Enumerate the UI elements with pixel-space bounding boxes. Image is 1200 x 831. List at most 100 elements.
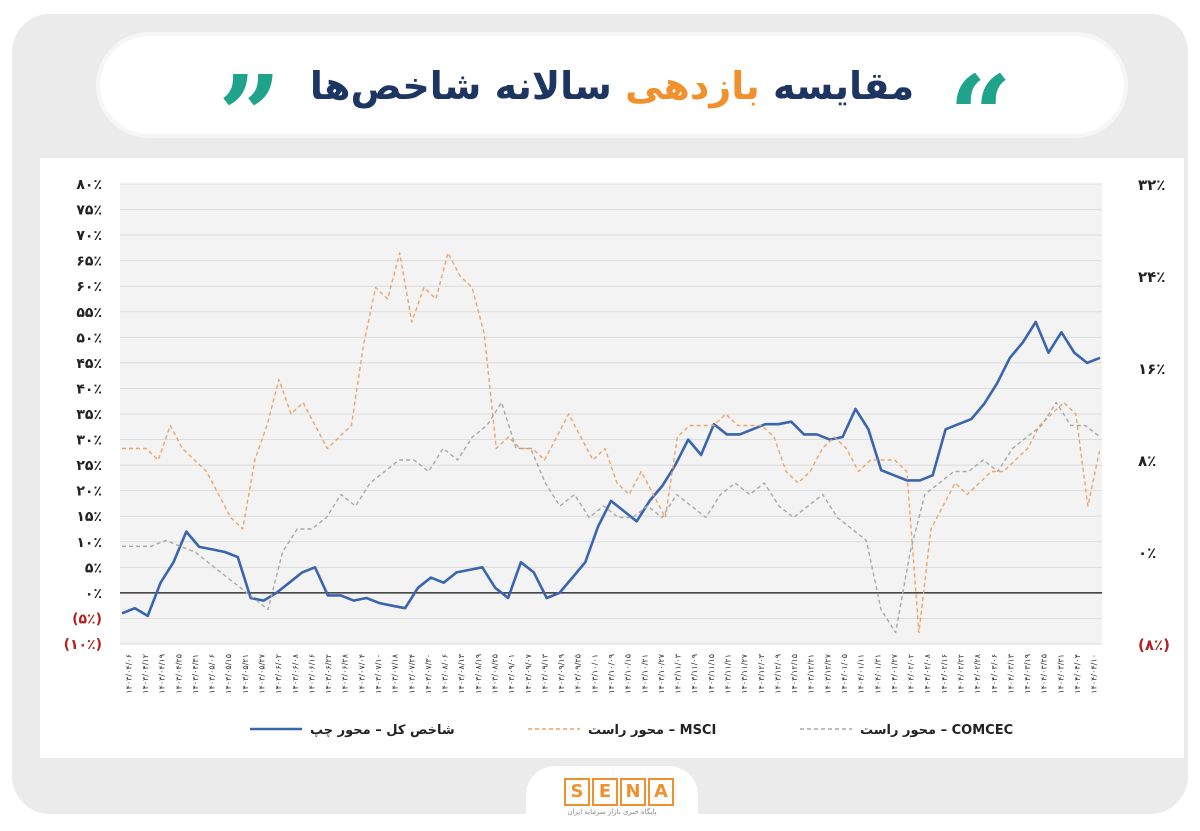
x-tick-label: ۱۴۰۳/۰۴/۳۱ — [191, 654, 200, 694]
x-tick-label: ۱۴۰۴/۰۱/۱۱ — [857, 654, 866, 694]
x-tick-label: ۱۴۰۳/۰۹/۰۱ — [507, 654, 516, 694]
x-tick-label: ۱۴۰۳/۰۵/۲۷ — [257, 653, 266, 693]
logo-subtitle: پایگاه خبری بازار سرمایه ایران — [567, 808, 657, 816]
x-tick-label: ۱۴۰۴/۰۲/۲۲ — [957, 654, 966, 694]
left-tick-label: ۲۰٪ — [76, 484, 102, 500]
left-tick-label: (۵٪) — [72, 611, 102, 627]
left-tick-label: ۳۵٪ — [76, 407, 102, 423]
logo-letter-a: A — [648, 778, 674, 806]
legend-label-1: محور راست – MSCI — [588, 723, 716, 738]
x-tick-label: ۱۴۰۳/۰۸/۱۳ — [457, 653, 466, 693]
x-tick-label: ۱۴۰۳/۰۶/۰۸ — [291, 653, 300, 693]
chart-panel: (۱۰٪) (۵٪) ۰٪ ۵٪ ۱۰٪ ۱۵٪ ۲۰٪ ۲۵٪ ۳۰٪ ۳۵٪ ۴۰٪ ۴۵٪ ۵۰٪… — [40, 158, 1184, 758]
x-tick-label: ۱۴۰۴/۰۴/۱۰ — [1090, 654, 1099, 694]
right-tick-label: ۰٪ — [1138, 544, 1156, 562]
right-tick-label: ۲۴٪ — [1138, 268, 1165, 286]
x-tick-label: ۱۴۰۳/۰۹/۱۹ — [557, 654, 566, 694]
x-tick-label: ۱۴۰۳/۰۵/۲۱ — [241, 654, 250, 694]
x-tick-label: ۱۴۰۳/۱۰/۲۷ — [657, 653, 666, 693]
left-tick-label: ۱۵٪ — [76, 509, 102, 525]
x-tick-label: ۱۴۰۳/۰۸/۰۶ — [441, 654, 450, 694]
title-part2: سالانه شاخص‌ها — [309, 64, 626, 108]
left-tick-label: ۵۰٪ — [76, 330, 102, 346]
x-tick-label: ۱۴۰۴/۰۳/۰۶ — [990, 654, 999, 694]
series-line-0 — [121, 320, 1101, 618]
x-tick-label: ۱۴۰۳/۱۰/۲۱ — [640, 654, 649, 694]
x-tick-label: ۱۴۰۳/۱۰/۱۵ — [624, 654, 633, 694]
x-tick-label: ۱۴۰۳/۰۶/۲۲ — [324, 654, 333, 694]
left-tick-label: ۴۵٪ — [76, 356, 102, 372]
left-tick-label: ۲۵٪ — [76, 458, 102, 474]
x-tick-label: ۱۴۰۴/۰۳/۱۳ — [1006, 653, 1015, 693]
logo-letter-e: E — [592, 778, 618, 806]
right-tick-label: ۱۶٪ — [1138, 360, 1165, 378]
x-tick-label: ۱۴۰۳/۰۷/۳۰ — [424, 654, 433, 694]
x-tick-label: ۱۴۰۳/۱۱/۲۷ — [740, 653, 749, 693]
x-tick-label: ۱۴۰۴/۰۳/۱۹ — [1023, 654, 1032, 694]
title-banner: “ مقایسه بازدهی سالانه شاخص‌ها ” — [100, 36, 1124, 171]
x-tick-label: ۱۴۰۳/۱۱/۲۱ — [724, 654, 733, 694]
left-tick-label: ۶۰٪ — [76, 279, 102, 295]
x-tick-label: ۱۴۰۳/۱۰/۰۱ — [590, 654, 599, 694]
x-tick-label: ۱۴۰۴/۰۱/۲۱ — [873, 654, 882, 694]
x-tick-label: ۱۴۰۴/۰۲/۰۸ — [923, 653, 932, 693]
chart-title: مقایسه بازدهی سالانه شاخص‌ها — [100, 64, 1124, 108]
x-tick-label: ۱۴۰۴/۰۲/۲۸ — [973, 653, 982, 693]
x-tick-label: ۱۴۰۳/۰۷/۰۴ — [357, 654, 366, 694]
line-chart: (۱۰٪) (۵٪) ۰٪ ۵٪ ۱۰٪ ۱۵٪ ۲۰٪ ۲۵٪ ۳۰٪ ۳۵٪ ۴۰٪ ۴۵٪ ۵۰٪… — [64, 176, 1170, 738]
x-tick-label: ۱۴۰۳/۰۴/۰۶ — [124, 654, 133, 694]
left-tick-label: ۱۰٪ — [76, 535, 102, 551]
x-tick-label: ۱۴۰۳/۱۲/۱۵ — [790, 654, 799, 694]
x-tick-label: ۱۴۰۳/۰۵/۰۶ — [208, 654, 217, 694]
x-tick-label: ۱۴۰۳/۰۵/۱۵ — [224, 654, 233, 694]
x-tick-label: ۱۴۰۴/۰۳/۳۱ — [1056, 654, 1065, 694]
left-tick-label: ۸۰٪ — [76, 177, 102, 193]
x-tick-label: ۱۴۰۳/۱۲/۰۹ — [773, 654, 782, 694]
left-tick-label: ۳۰٪ — [76, 433, 102, 449]
left-tick-label: ۰٪ — [85, 586, 102, 602]
x-tick-label: ۱۴۰۳/۰۶/۰۲ — [274, 654, 283, 694]
quote-open-icon: “ — [948, 51, 1012, 180]
x-tick-label: ۱۴۰۳/۰۹/۱۳ — [540, 653, 549, 693]
left-tick-label: ۷۰٪ — [76, 228, 102, 244]
left-tick-label: ۶۵٪ — [76, 254, 102, 270]
right-tick-label: ۸٪ — [1138, 452, 1156, 470]
x-tick-label: ۱۴۰۳/۱۲/۲۱ — [807, 654, 816, 694]
x-tick-label: ۱۴۰۳/۱۱/۰۳ — [674, 653, 683, 693]
x-tick-label: ۱۴۰۴/۰۳/۲۵ — [1040, 654, 1049, 694]
logo-badge: S E N A پایگاه خبری بازار سرمایه ایران — [526, 766, 698, 824]
x-tick-label: ۱۴۰۳/۰۷/۲۴ — [407, 654, 416, 694]
x-tick-label: ۱۴۰۳/۱۲/۰۳ — [757, 653, 766, 693]
left-tick-label: (۱۰٪) — [64, 637, 102, 653]
right-tick-label: (۸٪) — [1138, 636, 1170, 654]
x-tick-label: ۱۴۰۴/۰۱/۲۷ — [890, 653, 899, 693]
title-highlight: بازدهی — [625, 64, 760, 108]
x-tick-label: ۱۴۰۳/۱۱/۱۵ — [707, 654, 716, 694]
x-tick-label: ۱۴۰۳/۰۹/۲۵ — [574, 654, 583, 694]
x-tick-label: ۱۴۰۳/۰۶/۱۶ — [307, 654, 316, 694]
x-tick-label: ۱۴۰۳/۰۹/۰۷ — [524, 653, 533, 693]
x-tick-label: ۱۴۰۴/۰۴/۰۴ — [1073, 654, 1082, 694]
left-tick-label: ۵۵٪ — [76, 305, 102, 321]
background-frame: “ مقایسه بازدهی سالانه شاخص‌ها ” (۱۰٪) (۵… — [12, 14, 1188, 824]
left-tick-label: ۷۵٪ — [76, 203, 102, 219]
x-tick-label: ۱۴۰۳/۰۸/۱۹ — [474, 654, 483, 694]
legend-label-2: محور راست – COMCEC — [860, 723, 1013, 738]
legend-label-0: شاخص کل – محور چپ — [310, 723, 455, 738]
left-tick-label: ۵٪ — [85, 560, 102, 576]
x-tick-label: ۱۴۰۳/۱۱/۰۹ — [690, 654, 699, 694]
x-tick-label: ۱۴۰۳/۰۷/۱۰ — [374, 654, 383, 694]
x-tick-label: ۱۴۰۳/۰۷/۱۸ — [391, 653, 400, 693]
logo-letter-s: S — [564, 778, 590, 806]
title-part1: مقایسه — [759, 64, 915, 108]
x-tick-label: ۱۴۰۴/۰۲/۱۶ — [940, 654, 949, 694]
series-line-2 — [122, 401, 1101, 634]
x-tick-label: ۱۴۰۴/۰۲/۰۲ — [907, 654, 916, 694]
x-tick-label: ۱۴۰۳/۰۴/۱۹ — [158, 654, 167, 694]
quote-close-icon: ” — [218, 51, 282, 180]
series-line-1 — [122, 252, 1101, 634]
left-tick-label: ۴۰٪ — [76, 381, 102, 397]
x-tick-label: ۱۴۰۳/۰۴/۱۲ — [141, 654, 150, 694]
x-tick-label: ۱۴۰۴/۰۱/۰۵ — [840, 654, 849, 694]
x-tick-label: ۱۴۰۳/۰۸/۲۵ — [490, 654, 499, 694]
